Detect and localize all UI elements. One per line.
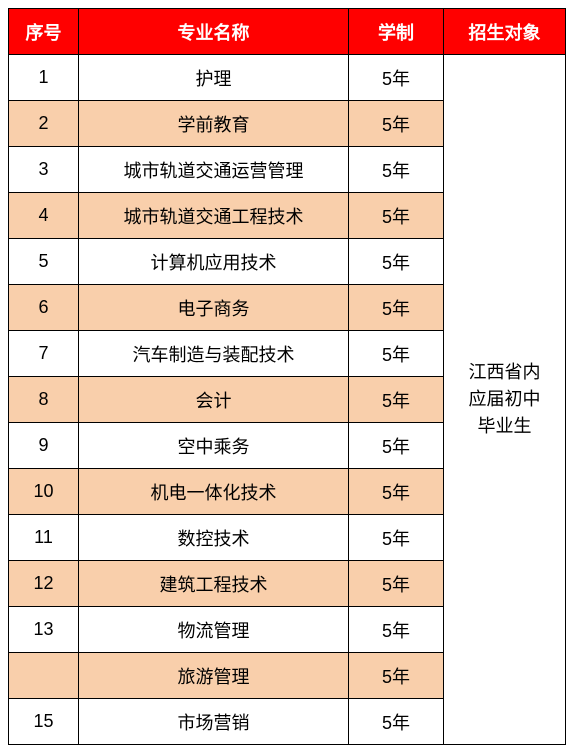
cell-seq: 9	[9, 423, 79, 469]
cell-duration: 5年	[349, 377, 444, 423]
cell-seq: 3	[9, 147, 79, 193]
cell-major: 护理	[79, 55, 349, 101]
cell-major: 空中乘务	[79, 423, 349, 469]
cell-major: 城市轨道交通运营管理	[79, 147, 349, 193]
cell-seq: 11	[9, 515, 79, 561]
cell-target: 江西省内应届初中毕业生	[444, 55, 566, 745]
header-duration: 学制	[349, 9, 444, 55]
cell-duration: 5年	[349, 607, 444, 653]
header-target: 招生对象	[444, 9, 566, 55]
cell-major: 数控技术	[79, 515, 349, 561]
cell-seq: 4	[9, 193, 79, 239]
cell-duration: 5年	[349, 699, 444, 745]
cell-major: 建筑工程技术	[79, 561, 349, 607]
cell-seq: 1	[9, 55, 79, 101]
header-seq: 序号	[9, 9, 79, 55]
cell-duration: 5年	[349, 469, 444, 515]
cell-duration: 5年	[349, 515, 444, 561]
cell-seq: 10	[9, 469, 79, 515]
majors-table: 序号 专业名称 学制 招生对象 1护理5年江西省内应届初中毕业生2学前教育5年3…	[8, 8, 566, 745]
cell-major: 旅游管理	[79, 653, 349, 699]
cell-duration: 5年	[349, 331, 444, 377]
cell-major: 机电一体化技术	[79, 469, 349, 515]
table-row: 1护理5年江西省内应届初中毕业生	[9, 55, 566, 101]
cell-seq: 7	[9, 331, 79, 377]
header-major: 专业名称	[79, 9, 349, 55]
cell-seq: 12	[9, 561, 79, 607]
cell-duration: 5年	[349, 147, 444, 193]
cell-seq: 8	[9, 377, 79, 423]
cell-seq: 5	[9, 239, 79, 285]
cell-seq	[9, 653, 79, 699]
cell-duration: 5年	[349, 285, 444, 331]
cell-seq: 2	[9, 101, 79, 147]
cell-major: 物流管理	[79, 607, 349, 653]
cell-duration: 5年	[349, 101, 444, 147]
cell-duration: 5年	[349, 239, 444, 285]
cell-seq: 15	[9, 699, 79, 745]
cell-major: 会计	[79, 377, 349, 423]
cell-duration: 5年	[349, 423, 444, 469]
cell-major: 学前教育	[79, 101, 349, 147]
cell-seq: 13	[9, 607, 79, 653]
cell-seq: 6	[9, 285, 79, 331]
cell-major: 计算机应用技术	[79, 239, 349, 285]
cell-major: 汽车制造与装配技术	[79, 331, 349, 377]
table-body: 1护理5年江西省内应届初中毕业生2学前教育5年3城市轨道交通运营管理5年4城市轨…	[9, 55, 566, 745]
cell-duration: 5年	[349, 193, 444, 239]
table-header-row: 序号 专业名称 学制 招生对象	[9, 9, 566, 55]
cell-major: 城市轨道交通工程技术	[79, 193, 349, 239]
cell-duration: 5年	[349, 561, 444, 607]
cell-duration: 5年	[349, 653, 444, 699]
cell-major: 电子商务	[79, 285, 349, 331]
cell-duration: 5年	[349, 55, 444, 101]
cell-major: 市场营销	[79, 699, 349, 745]
